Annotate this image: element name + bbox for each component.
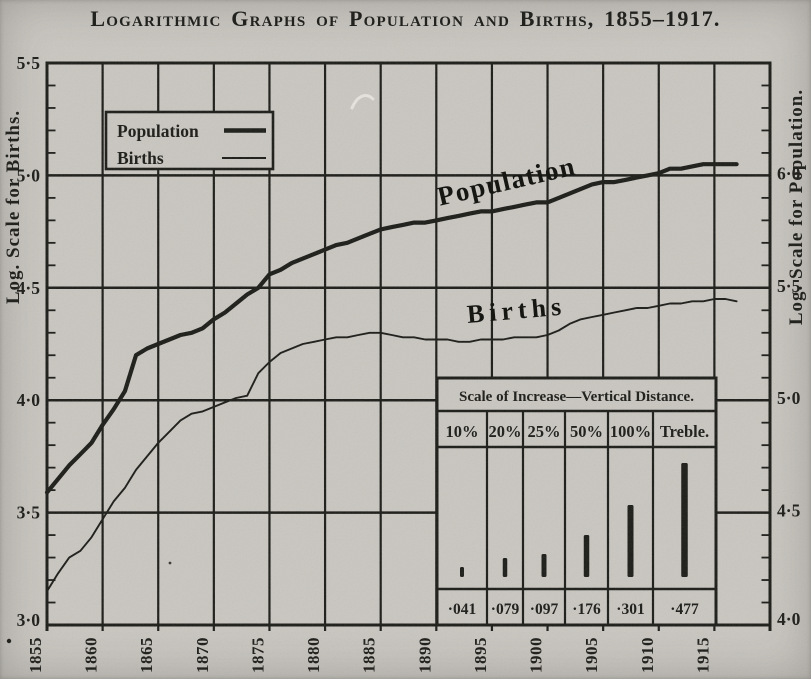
paper-grain-overlay (0, 0, 811, 679)
scanned-chart-page: Logarithmic Graphs of Population and Bir… (0, 0, 811, 679)
